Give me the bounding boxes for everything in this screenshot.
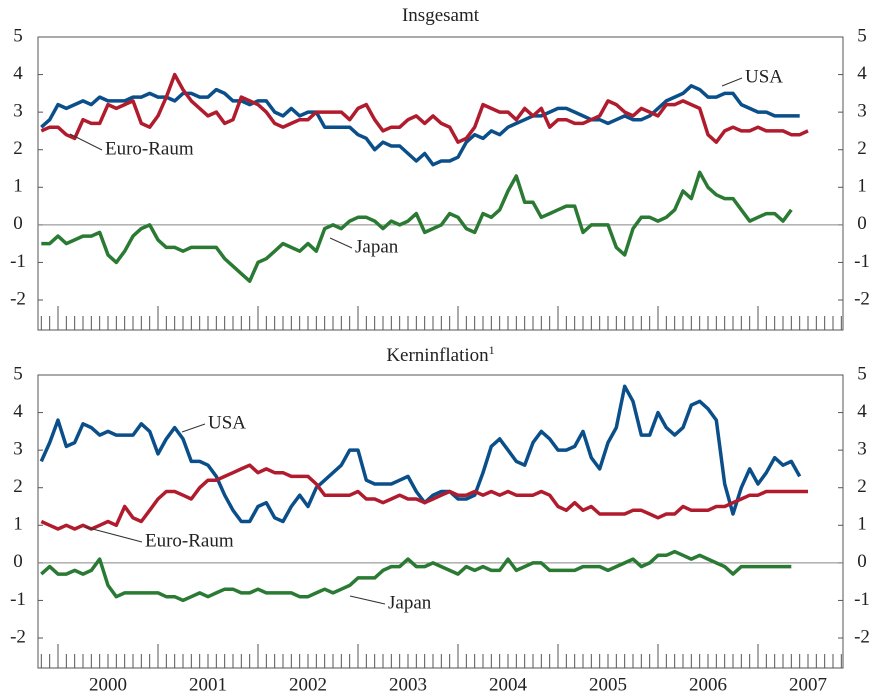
y-tick-label: -2 — [10, 288, 26, 309]
x-tick-label: 2003 — [389, 674, 427, 695]
series-label: Japan — [355, 236, 399, 257]
plot-frame — [37, 374, 844, 669]
y-tick-label: 5 — [13, 363, 23, 384]
y2-tick-label: 4 — [857, 401, 867, 422]
title-text: Insgesamt — [402, 5, 480, 26]
label-leader — [181, 423, 206, 433]
series-label: Japan — [388, 592, 432, 613]
y2-tick-label: 4 — [857, 63, 867, 84]
x-tick-label: 2004 — [489, 674, 528, 695]
x-tick-label: 2002 — [289, 674, 327, 695]
x-tick-label: 2007 — [789, 674, 827, 695]
y-tick-label: 1 — [13, 514, 23, 535]
series-label: Euro-Raum — [145, 530, 234, 551]
y2-tick-label: 2 — [857, 138, 867, 159]
y-tick-label: 1 — [13, 176, 23, 197]
y2-tick-label: -1 — [854, 251, 870, 272]
y2-tick-label: 0 — [857, 213, 867, 234]
x-tick-label: 2006 — [689, 674, 727, 695]
label-leader — [84, 526, 143, 543]
x-tick-label: 2005 — [589, 674, 627, 695]
y2-tick-label: -2 — [854, 288, 870, 309]
y-tick-label: -1 — [10, 589, 26, 610]
y2-tick-label: 5 — [857, 25, 867, 46]
series-label: Euro-Raum — [105, 138, 194, 159]
y-tick-label: 0 — [13, 213, 23, 234]
series-label: USA — [745, 66, 783, 87]
title-text: Kerninflation — [386, 345, 489, 366]
series-line — [39, 384, 802, 524]
title-footnote: 1 — [489, 343, 495, 357]
y2-tick-label: -1 — [854, 589, 870, 610]
label-leader — [721, 77, 743, 87]
chart-title: Kerninflation1 — [386, 343, 494, 367]
y2-tick-label: 3 — [857, 101, 867, 122]
y2-tick-label: 3 — [857, 439, 867, 460]
y-tick-label: 3 — [13, 439, 23, 460]
y-tick-label: -1 — [10, 251, 26, 272]
series-line — [40, 72, 809, 144]
chart-title: Insgesamt — [402, 5, 480, 26]
y-tick-label: -2 — [10, 626, 26, 647]
series-line — [41, 170, 793, 283]
y-tick-label: 4 — [13, 63, 23, 84]
series-label: USA — [208, 412, 246, 433]
y-tick-label: 2 — [13, 138, 23, 159]
series-line — [40, 549, 792, 603]
y-tick-label: 5 — [13, 25, 23, 46]
label-leader — [349, 595, 386, 605]
y-tick-label: 3 — [13, 101, 23, 122]
x-tick-label: 2000 — [89, 674, 127, 695]
y2-tick-label: 1 — [857, 176, 867, 197]
x-tick-label: 2001 — [189, 674, 227, 695]
series-line — [40, 463, 808, 531]
y2-tick-label: -2 — [854, 626, 870, 647]
y-tick-label: 0 — [13, 551, 23, 572]
y-tick-label: 2 — [13, 476, 23, 497]
y2-tick-label: 0 — [857, 551, 867, 572]
label-leader — [69, 133, 103, 151]
y-tick-label: 4 — [13, 401, 23, 422]
plot-frame — [37, 36, 844, 331]
y2-tick-label: 5 — [857, 363, 867, 384]
y2-tick-label: 1 — [857, 514, 867, 535]
y2-tick-label: 2 — [857, 476, 867, 497]
label-leader — [329, 237, 353, 249]
